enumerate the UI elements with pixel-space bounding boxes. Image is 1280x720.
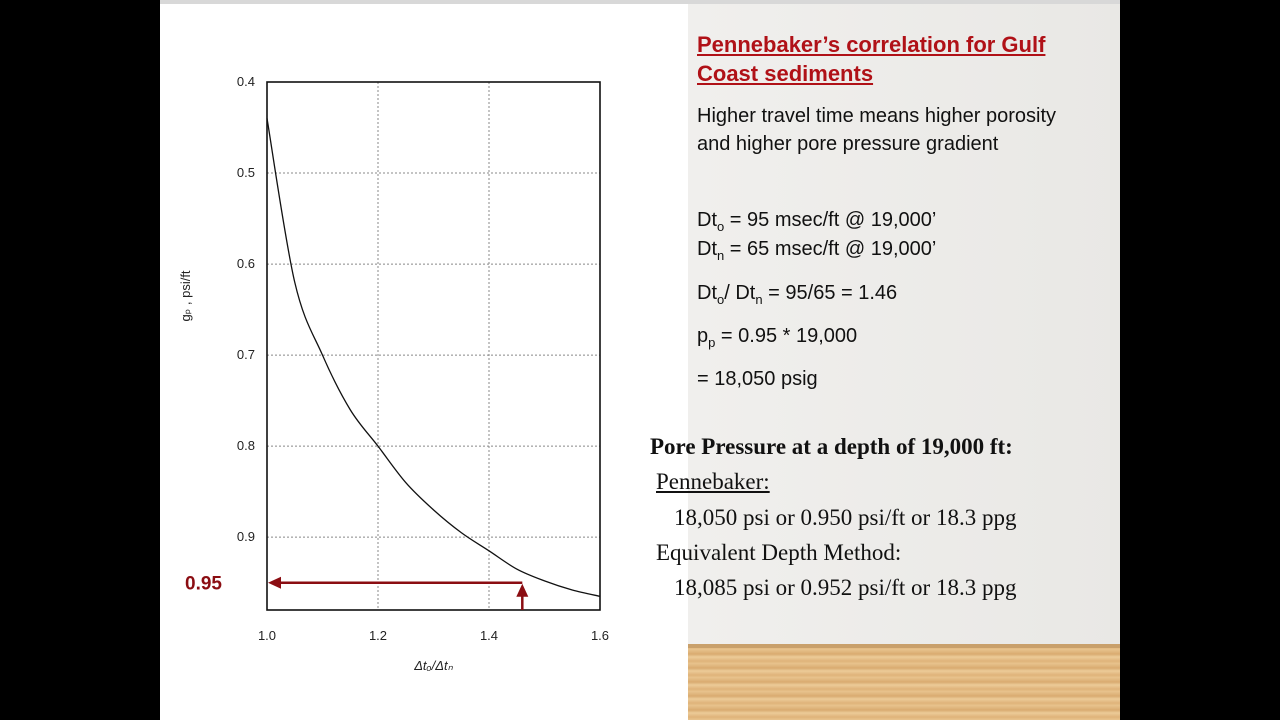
pp-sub: p bbox=[708, 335, 716, 350]
equivalent-depth-value: 18,085 psi or 0.952 psi/ft or 18.3 ppg bbox=[674, 575, 1017, 600]
pennebaker-curve bbox=[266, 118, 601, 597]
horizontal-arrowhead bbox=[268, 576, 281, 589]
y-axis-label: gₚ , psi/ft bbox=[178, 270, 193, 321]
x-tick-label: 1.0 bbox=[258, 628, 276, 643]
pp-line: pp = 0.95 * 19,000 bbox=[697, 325, 857, 350]
plot-frame bbox=[266, 81, 601, 611]
y-tick-label: 0.5 bbox=[237, 165, 255, 180]
y-tick-label: 0.6 bbox=[237, 256, 255, 271]
dtn-value: = 65 msec/ft @ 19,000’ bbox=[724, 238, 937, 260]
ratio-a-sub: o bbox=[717, 292, 725, 307]
dto-value: = 95 msec/ft @ 19,000’ bbox=[724, 209, 937, 231]
slide-description: Higher travel time means higher porosity… bbox=[697, 105, 1057, 155]
y-tick-label: 0.8 bbox=[237, 438, 255, 453]
equivalent-depth-label: Equivalent Depth Method: bbox=[656, 540, 902, 565]
x-tick-label: 1.4 bbox=[480, 628, 498, 643]
ratio-value: = 95/65 = 1.46 bbox=[762, 282, 898, 304]
y-tick-label: 0.7 bbox=[237, 347, 255, 362]
y-tick-label: 0.9 bbox=[237, 529, 255, 544]
dtn-line: Dtn = 65 msec/ft @ 19,000’ bbox=[697, 238, 936, 263]
dtn-sub: n bbox=[717, 248, 725, 263]
ratio-b-sub: n bbox=[755, 292, 763, 307]
x-tick-label: 1.2 bbox=[369, 628, 387, 643]
vertical-arrowhead bbox=[516, 583, 529, 597]
ratio-mid: / Dt bbox=[724, 282, 756, 304]
summary-heading: Pore Pressure at a depth of 19,000 ft: bbox=[650, 434, 1013, 459]
pennebaker-value: 18,050 psi or 0.950 psi/ft or 18.3 ppg bbox=[674, 505, 1017, 530]
wooden-table bbox=[688, 648, 1120, 720]
pp-value: = 0.95 * 19,000 bbox=[715, 325, 858, 347]
pp-prefix: p bbox=[697, 325, 709, 347]
slide-title: Pennebaker’s correlation for Gulf Coast … bbox=[697, 32, 1046, 86]
result-line: = 18,050 psig bbox=[697, 368, 818, 390]
slide: 1.0 1.2 1.4 1.6 0.4 0.5 0.6 0.7 0.8 0.9 Δtₒ/Δtₙ gₚ … bbox=[160, 0, 1120, 720]
table-edge bbox=[688, 644, 1120, 649]
annotation-label: 0.95 bbox=[185, 574, 222, 595]
y-tick-label: 0.4 bbox=[237, 74, 255, 89]
dto-prefix: Dt bbox=[697, 209, 717, 231]
pennebaker-chart: 1.0 1.2 1.4 1.6 0.4 0.5 0.6 0.7 0.8 0.9 Δtₒ/Δtₙ gₚ … bbox=[178, 74, 609, 673]
ratio-a: Dt bbox=[697, 282, 717, 304]
chart-panel: 1.0 1.2 1.4 1.6 0.4 0.5 0.6 0.7 0.8 0.9 Δtₒ/Δtₙ gₚ … bbox=[160, 4, 688, 720]
top-strip bbox=[160, 0, 1120, 4]
ratio-line: Dto/ Dtn = 95/65 = 1.46 bbox=[697, 282, 897, 307]
x-tick-label: 1.6 bbox=[591, 628, 609, 643]
dto-line: Dto = 95 msec/ft @ 19,000’ bbox=[697, 209, 936, 234]
pennebaker-label: Pennebaker: bbox=[656, 469, 770, 494]
x-axis-label: Δtₒ/Δtₙ bbox=[413, 658, 453, 673]
dtn-prefix: Dt bbox=[697, 238, 717, 260]
dto-sub: o bbox=[717, 219, 725, 234]
